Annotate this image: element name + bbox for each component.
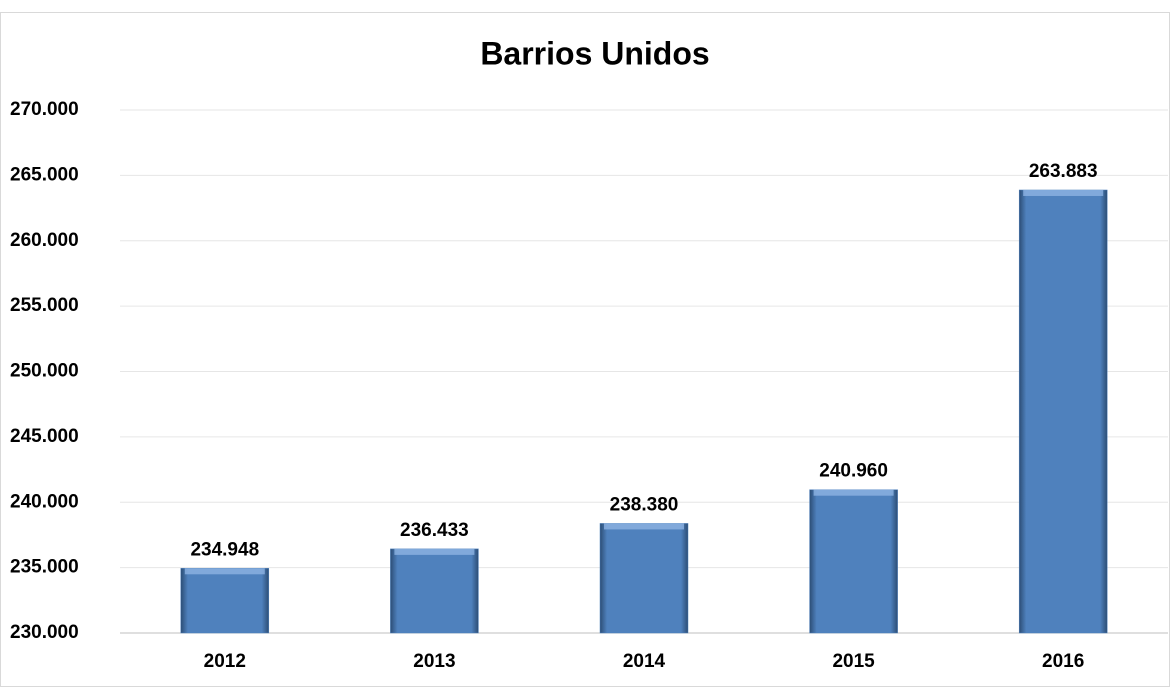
y-tick-label: 240.000: [10, 491, 79, 512]
x-tick-label: 2015: [832, 651, 875, 672]
y-tick-label: 230.000: [10, 622, 79, 643]
bar: [180, 568, 270, 634]
value-label: 236.433: [400, 520, 469, 541]
bar-bevel: [604, 523, 684, 530]
chart-title: Barrios Unidos: [480, 35, 709, 71]
value-label: 234.948: [190, 539, 259, 560]
value-label: 238.380: [610, 494, 679, 515]
y-tick-label: 260.000: [10, 230, 79, 251]
bar-bevel: [1023, 189, 1104, 196]
bar: [390, 548, 479, 634]
value-label: 263.883: [1029, 161, 1098, 182]
y-tick-label: 235.000: [10, 557, 79, 578]
x-tick-label: 2016: [1042, 651, 1084, 672]
value-label: 240.960: [819, 461, 888, 482]
bar-bevel: [813, 489, 894, 496]
y-tick-label: 270.000: [10, 99, 79, 120]
y-tick-label: 245.000: [10, 426, 79, 447]
x-tick-label: 2013: [413, 651, 455, 672]
bar-bevel: [184, 568, 265, 575]
x-tick-label: 2014: [623, 651, 666, 672]
bar-bevel: [394, 548, 475, 555]
y-tick-label: 265.000: [10, 164, 79, 185]
bar: [809, 489, 898, 634]
x-tick-label: 2012: [204, 651, 246, 672]
y-tick-label: 250.000: [10, 361, 79, 382]
bar: [599, 523, 689, 634]
bar: [1018, 189, 1108, 634]
chart-border: [0, 12, 1170, 687]
y-tick-label: 255.000: [10, 295, 79, 316]
